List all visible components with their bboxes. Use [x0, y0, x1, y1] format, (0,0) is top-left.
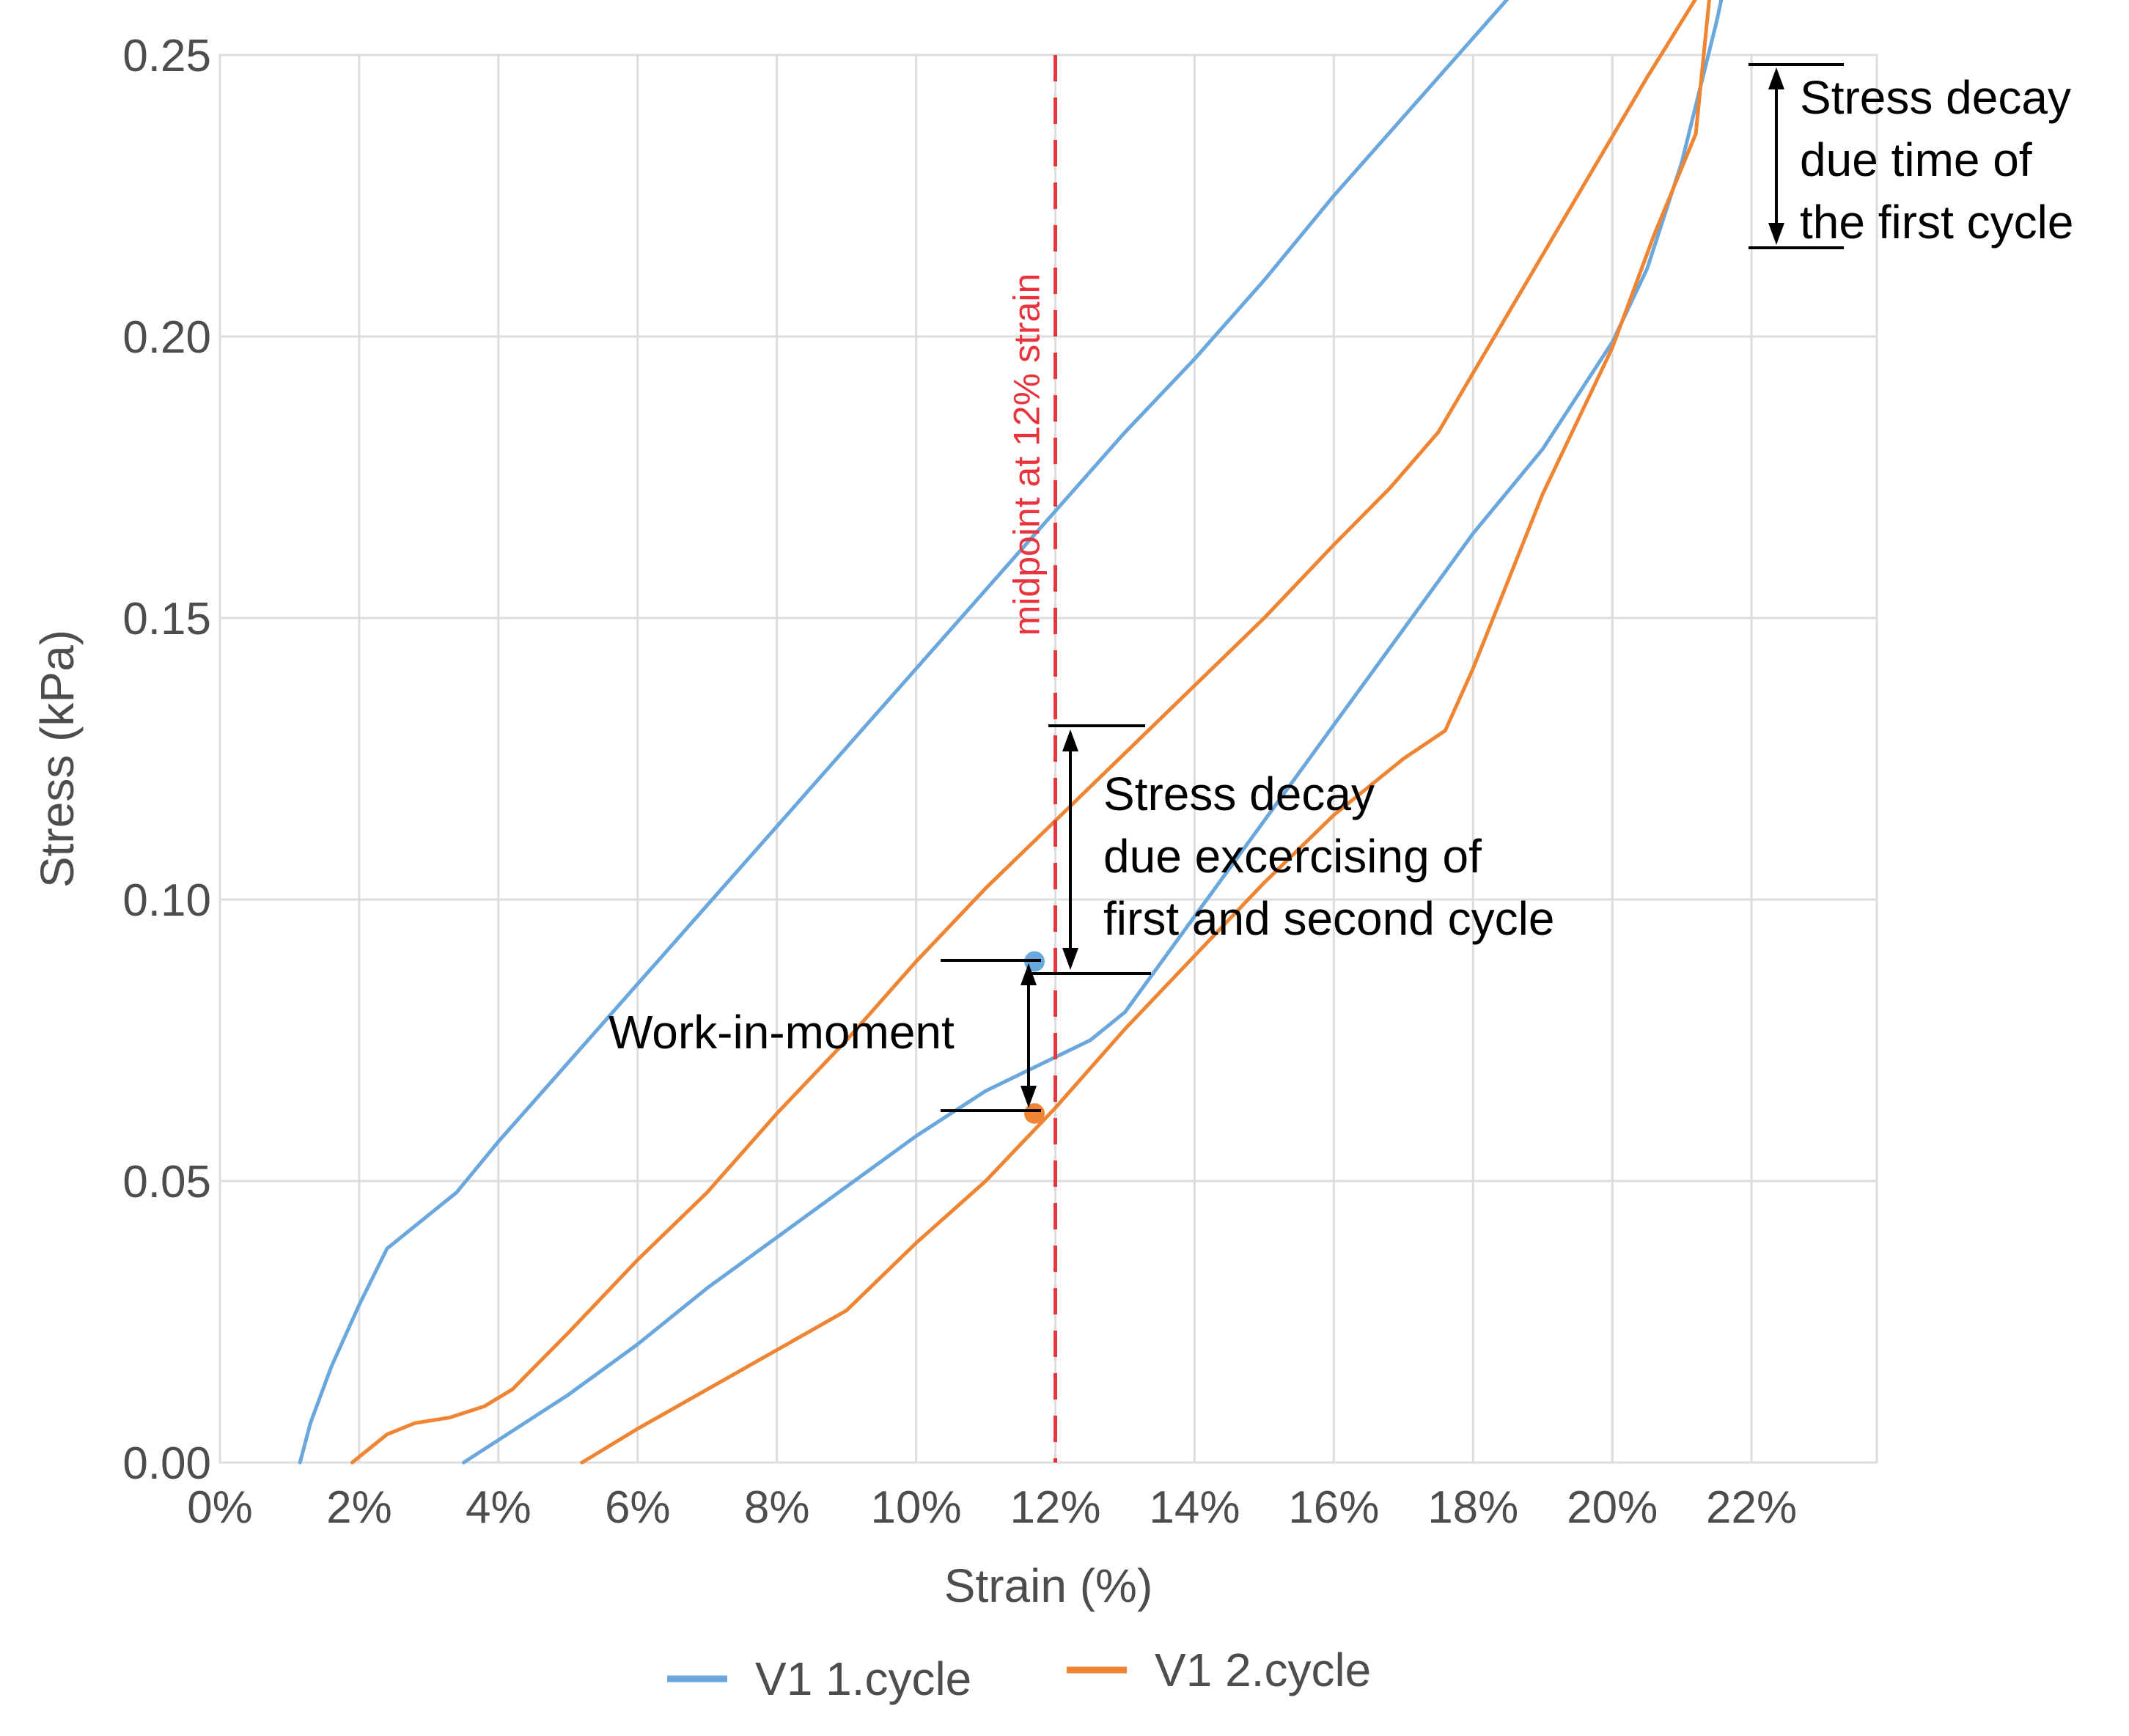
x-tick-label: 0% — [187, 1482, 253, 1533]
x-tick-label: 12% — [1010, 1482, 1100, 1533]
decay-exercise-text: due excercising of — [1103, 830, 1482, 883]
y-tick-label: 0.15 — [122, 594, 211, 644]
y-tick-label: 0.00 — [122, 1438, 211, 1489]
decay-time-text: Stress decay — [1800, 71, 2071, 124]
x-tick-label: 14% — [1149, 1482, 1240, 1533]
plot-panel — [220, 55, 1877, 1463]
x-tick-label: 22% — [1706, 1482, 1797, 1533]
legend-label-2: V1 2.cycle — [1155, 1644, 1371, 1696]
x-tick-label: 2% — [326, 1482, 392, 1533]
work-arrow-head-top — [1021, 963, 1037, 985]
y-tick-label: 0.20 — [122, 312, 211, 363]
x-tick-label: 10% — [871, 1482, 962, 1533]
legend-label-1: V1 1.cycle — [755, 1652, 971, 1705]
decay-time-text: the first cycle — [1800, 196, 2073, 249]
work-in-moment-text: Work-in-moment — [608, 1006, 955, 1059]
y-tick-label: 0.25 — [122, 31, 211, 81]
decay-time-arrow-head-top — [1768, 67, 1784, 89]
decay-time-text: due time of — [1800, 133, 2032, 186]
series-line-1 — [298, 0, 1724, 1465]
midpoint-label: midpoint at 12% strain — [1006, 273, 1047, 636]
decay-exercise-text: Stress decay — [1103, 768, 1375, 820]
legend: V1 1.cycle V1 2.cycle — [667, 1644, 1371, 1705]
decay-exercise-arrow-head-top — [1062, 729, 1078, 751]
x-tick-label: 16% — [1288, 1482, 1379, 1533]
decay-exercise-arrow-head-bottom — [1062, 948, 1078, 970]
axes: 0% 2% 4% 6% 8% 10% 12% 14% 16% 18% 20% 22% 0.00 0.05 0… — [31, 31, 1797, 1612]
x-tick-label: 8% — [744, 1482, 810, 1533]
y-tick-label: 0.05 — [122, 1157, 211, 1207]
y-axis-title: Stress (kPa) — [31, 630, 84, 888]
series-line-2 — [350, 0, 1711, 1465]
plot-border — [218, 54, 1878, 1464]
data-point-2 — [1024, 1103, 1045, 1124]
gridlines — [218, 54, 1878, 1464]
x-axis-title: Strain (%) — [944, 1559, 1153, 1612]
work-arrow-head-bottom — [1021, 1086, 1037, 1108]
x-tick-label: 6% — [605, 1482, 671, 1533]
midline-layer: midpoint at 12% strain — [1006, 55, 1057, 1463]
x-tick-label: 18% — [1427, 1482, 1518, 1533]
series-layer — [298, 0, 1724, 1465]
decay-exercise-text: first and second cycle — [1103, 892, 1554, 945]
x-tick-label: 20% — [1567, 1482, 1658, 1533]
annotation-layer: Stress decay due time of the first cycle St… — [608, 63, 2073, 1112]
x-tick-label: 4% — [466, 1482, 532, 1533]
y-tick-label: 0.10 — [122, 875, 211, 926]
decay-time-arrow-head-bottom — [1768, 223, 1784, 245]
